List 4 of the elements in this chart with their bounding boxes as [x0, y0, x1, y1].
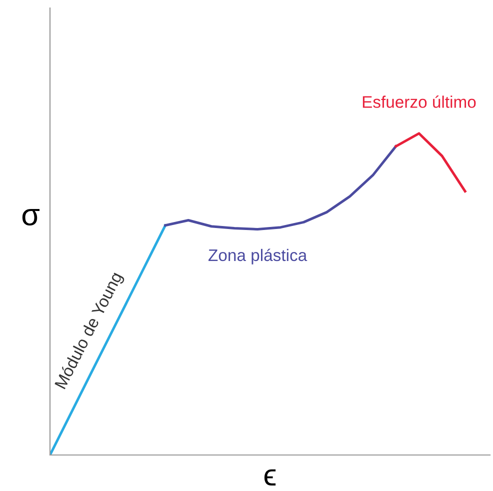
y-axis-title: σ	[22, 209, 40, 226]
series-label: Zona plástica	[208, 248, 308, 264]
series-label: Esfuerzo último	[362, 95, 476, 108]
x-axis-title: ϵ	[264, 469, 276, 486]
